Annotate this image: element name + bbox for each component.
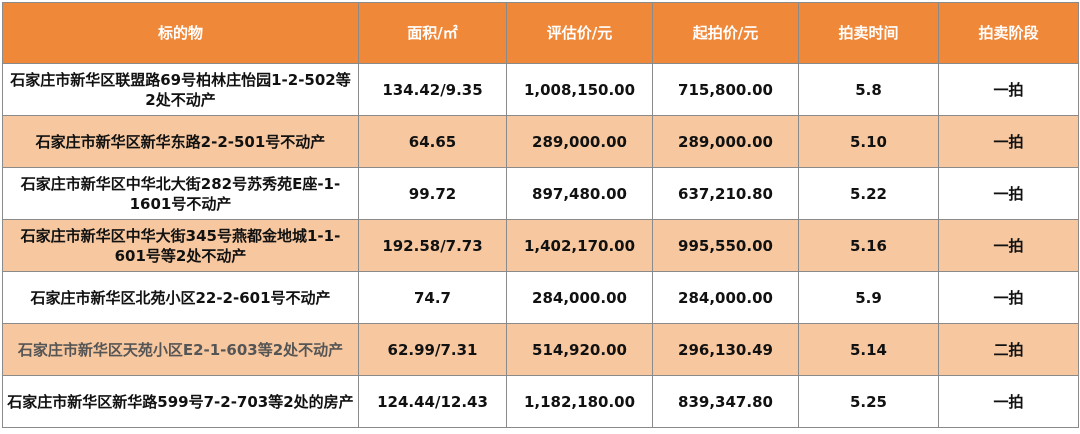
- cell-subject: 石家庄市新华区天苑小区E2-1-603等2处不动产: [2, 323, 359, 376]
- cell-appraisal-price: 1,402,170.00: [506, 219, 653, 272]
- cell-starting-price: 296,130.49: [652, 323, 799, 376]
- cell-subject: 石家庄市新华区北苑小区22-2-601号不动产: [2, 271, 359, 324]
- header-subject: 标的物: [2, 2, 359, 64]
- cell-area: 64.65: [358, 115, 507, 168]
- header-auction-date: 拍卖时间: [798, 2, 939, 64]
- cell-auction-date: 5.25: [798, 375, 939, 428]
- cell-area: 124.44/12.43: [358, 375, 507, 428]
- cell-area: 99.72: [358, 167, 507, 220]
- cell-auction-stage: 一拍: [938, 271, 1079, 324]
- cell-auction-stage: 一拍: [938, 115, 1079, 168]
- cell-auction-stage: 一拍: [938, 219, 1079, 272]
- cell-starting-price: 995,550.00: [652, 219, 799, 272]
- cell-auction-stage: 一拍: [938, 167, 1079, 220]
- header-area: 面积/㎡: [358, 2, 507, 64]
- table-row: 石家庄市新华区天苑小区E2-1-603等2处不动产 62.99/7.31 514…: [2, 323, 1079, 376]
- table-body: 石家庄市新华区联盟路69号柏林庄怡园1-2-502等2处不动产 134.42/9…: [2, 63, 1079, 428]
- cell-area: 134.42/9.35: [358, 63, 507, 116]
- cell-auction-stage: 一拍: [938, 375, 1079, 428]
- cell-appraisal-price: 514,920.00: [506, 323, 653, 376]
- cell-subject: 石家庄市新华区中华北大街282号苏秀苑E座-1-1601号不动产: [2, 167, 359, 220]
- header-row: 标的物 面积/㎡ 评估价/元 起拍价/元 拍卖时间 拍卖阶段: [2, 2, 1079, 64]
- table-row: 石家庄市新华区新华路599号7-2-703等2处的房产 124.44/12.43…: [2, 375, 1079, 428]
- cell-starting-price: 839,347.80: [652, 375, 799, 428]
- cell-starting-price: 715,800.00: [652, 63, 799, 116]
- header-auction-stage: 拍卖阶段: [938, 2, 1079, 64]
- cell-auction-date: 5.16: [798, 219, 939, 272]
- cell-auction-date: 5.22: [798, 167, 939, 220]
- cell-appraisal-price: 289,000.00: [506, 115, 653, 168]
- cell-subject: 石家庄市新华区新华路599号7-2-703等2处的房产: [2, 375, 359, 428]
- table-row: 石家庄市新华区联盟路69号柏林庄怡园1-2-502等2处不动产 134.42/9…: [2, 63, 1079, 116]
- cell-area: 74.7: [358, 271, 507, 324]
- cell-starting-price: 284,000.00: [652, 271, 799, 324]
- cell-area: 192.58/7.73: [358, 219, 507, 272]
- table-row: 石家庄市新华区北苑小区22-2-601号不动产 74.7 284,000.00 …: [2, 271, 1079, 324]
- cell-auction-date: 5.10: [798, 115, 939, 168]
- cell-starting-price: 289,000.00: [652, 115, 799, 168]
- table-row: 石家庄市新华区中华北大街282号苏秀苑E座-1-1601号不动产 99.72 8…: [2, 167, 1079, 220]
- cell-subject: 石家庄市新华区新华东路2-2-501号不动产: [2, 115, 359, 168]
- cell-appraisal-price: 1,008,150.00: [506, 63, 653, 116]
- cell-auction-date: 5.9: [798, 271, 939, 324]
- cell-auction-stage: 一拍: [938, 63, 1079, 116]
- cell-subject: 石家庄市新华区联盟路69号柏林庄怡园1-2-502等2处不动产: [2, 63, 359, 116]
- table-row: 石家庄市新华区中华大街345号燕都金地城1-1-601号等2处不动产 192.5…: [2, 219, 1079, 272]
- auction-table: 标的物 面积/㎡ 评估价/元 起拍价/元 拍卖时间 拍卖阶段 石家庄市新华区联盟…: [2, 2, 1079, 428]
- cell-area: 62.99/7.31: [358, 323, 507, 376]
- cell-appraisal-price: 1,182,180.00: [506, 375, 653, 428]
- table-header: 标的物 面积/㎡ 评估价/元 起拍价/元 拍卖时间 拍卖阶段: [2, 2, 1079, 64]
- cell-auction-date: 5.14: [798, 323, 939, 376]
- header-starting-price: 起拍价/元: [652, 2, 799, 64]
- cell-auction-date: 5.8: [798, 63, 939, 116]
- cell-appraisal-price: 897,480.00: [506, 167, 653, 220]
- auction-table-container: 标的物 面积/㎡ 评估价/元 起拍价/元 拍卖时间 拍卖阶段 石家庄市新华区联盟…: [2, 2, 1079, 428]
- header-appraisal-price: 评估价/元: [506, 2, 653, 64]
- cell-starting-price: 637,210.80: [652, 167, 799, 220]
- cell-subject: 石家庄市新华区中华大街345号燕都金地城1-1-601号等2处不动产: [2, 219, 359, 272]
- cell-appraisal-price: 284,000.00: [506, 271, 653, 324]
- cell-auction-stage: 二拍: [938, 323, 1079, 376]
- table-row: 石家庄市新华区新华东路2-2-501号不动产 64.65 289,000.00 …: [2, 115, 1079, 168]
